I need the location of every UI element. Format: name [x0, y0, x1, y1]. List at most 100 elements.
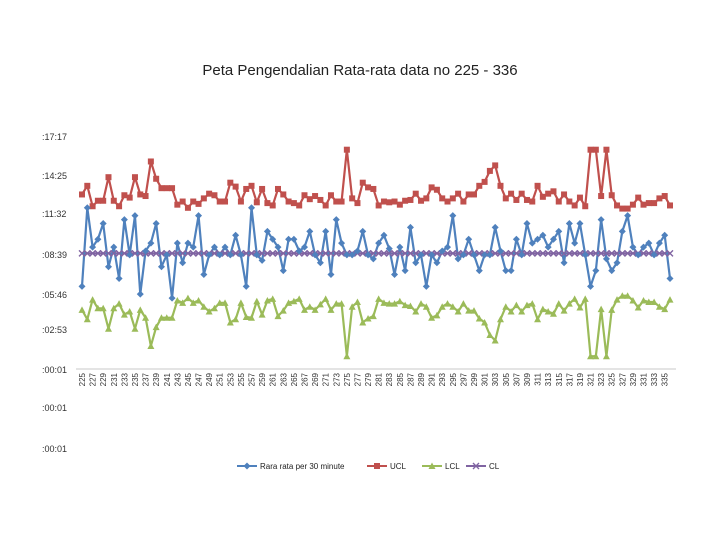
data-point-cl [338, 249, 346, 257]
data-point-cl [332, 249, 340, 257]
data-point-ucl [476, 182, 483, 189]
legend-item-ucl: UCL [367, 462, 407, 471]
data-point-cl [78, 249, 86, 257]
data-point-lcl [316, 300, 324, 308]
x-tick-label: 293 [438, 372, 447, 386]
chart-title: Peta Pengendalian Rata-rata data no 225 … [202, 62, 517, 79]
data-point-rara-rata-per-30-minute [528, 239, 536, 247]
data-point-lcl [661, 305, 669, 313]
data-point-rara-rata-per-30-minute [454, 255, 462, 263]
data-point-cl [94, 249, 102, 257]
x-axis-ticks: 225 227 229 231 233 235 237 239 241 243 245 247 249 2… [78, 372, 670, 386]
data-point-ucl [206, 190, 213, 197]
data-point-ucl [539, 193, 546, 200]
data-point-lcl [608, 306, 616, 313]
data-point-lcl [613, 296, 621, 303]
data-point-lcl [640, 296, 648, 304]
series-markers [78, 146, 674, 360]
data-point-cl [666, 249, 674, 257]
data-point-lcl [327, 306, 335, 313]
data-point-rara-rata-per-30-minute [565, 220, 573, 228]
data-point-cl [274, 249, 282, 257]
data-point-lcl [147, 342, 155, 349]
data-point-ucl [163, 185, 170, 192]
data-point-ucl [296, 202, 303, 209]
data-point-rara-rata-per-30-minute [306, 227, 314, 235]
data-point-ucl [312, 193, 319, 200]
data-point-cl [306, 249, 314, 257]
data-point-ucl [592, 146, 599, 153]
data-point-rara-rata-per-30-minute [274, 243, 282, 251]
data-point-lcl [237, 299, 245, 306]
x-tick-label: 303 [491, 372, 500, 386]
data-point-lcl [110, 304, 118, 312]
data-point-rara-rata-per-30-minute [602, 255, 610, 263]
data-point-cl [549, 249, 557, 257]
data-point-lcl [528, 300, 536, 307]
data-point-cl [401, 249, 409, 257]
data-point-cl [210, 249, 218, 257]
data-point-rara-rata-per-30-minute [152, 220, 160, 228]
data-point-ucl [645, 200, 652, 207]
data-point-lcl [290, 297, 298, 305]
legend-swatch-marker [243, 462, 251, 470]
data-point-lcl [512, 301, 520, 309]
x-tick-label: 317 [565, 372, 574, 386]
data-point-cl [629, 249, 637, 257]
data-point-rara-rata-per-30-minute [661, 231, 669, 239]
data-point-lcl [179, 299, 187, 306]
data-point-rara-rata-per-30-minute [285, 235, 293, 243]
x-tick-label: 297 [459, 372, 468, 386]
data-point-rara-rata-per-30-minute [449, 212, 457, 220]
data-point-rara-rata-per-30-minute [406, 223, 414, 231]
data-point-cl [465, 249, 473, 257]
x-tick-label: 239 [152, 372, 161, 386]
x-tick-label: 299 [470, 372, 479, 386]
data-point-ucl [370, 185, 377, 192]
data-point-cl [115, 249, 123, 257]
data-point-ucl [227, 179, 234, 186]
data-point-lcl [565, 300, 573, 307]
data-point-lcl [311, 306, 319, 313]
data-point-lcl [422, 303, 430, 310]
data-point-ucl [195, 200, 202, 207]
data-point-ucl [561, 191, 568, 198]
data-point-rara-rata-per-30-minute [444, 243, 452, 251]
data-point-lcl [602, 352, 610, 360]
x-tick-label: 309 [523, 372, 532, 386]
data-point-ucl [433, 186, 440, 193]
data-point-ucl [582, 203, 589, 210]
data-point-rara-rata-per-30-minute [428, 251, 436, 259]
data-point-ucl [153, 175, 160, 182]
data-point-cl [396, 249, 404, 257]
data-point-lcl [200, 303, 208, 310]
data-point-lcl [300, 306, 308, 313]
data-point-rara-rata-per-30-minute [200, 271, 208, 279]
data-point-rara-rata-per-30-minute [640, 243, 648, 251]
x-tick-label: 325 [608, 372, 617, 386]
data-point-cl [200, 249, 208, 257]
data-point-ucl [190, 198, 197, 205]
data-point-ucl [608, 192, 615, 199]
data-point-rara-rata-per-30-minute [375, 239, 383, 247]
x-tick-label: 281 [375, 372, 384, 386]
x-tick-label: 311 [534, 372, 543, 385]
data-point-rara-rata-per-30-minute [433, 259, 441, 267]
data-point-cl [391, 249, 399, 257]
legend-item-cl: CL [466, 462, 500, 471]
x-tick-label: 331 [640, 372, 649, 386]
data-point-lcl [444, 300, 452, 307]
data-point-cl [263, 249, 271, 257]
data-point-rara-rata-per-30-minute [422, 282, 430, 290]
x-tick-label: 295 [449, 372, 458, 386]
data-point-rara-rata-per-30-minute [253, 251, 261, 259]
x-tick-label: 269 [311, 372, 320, 386]
data-point-cl [285, 249, 293, 257]
data-point-rara-rata-per-30-minute [401, 267, 409, 275]
data-point-rara-rata-per-30-minute [518, 251, 526, 259]
data-point-ucl [656, 195, 663, 202]
series-line-lcl [81, 294, 671, 358]
data-point-lcl [353, 298, 361, 306]
data-point-ucl [200, 195, 207, 202]
